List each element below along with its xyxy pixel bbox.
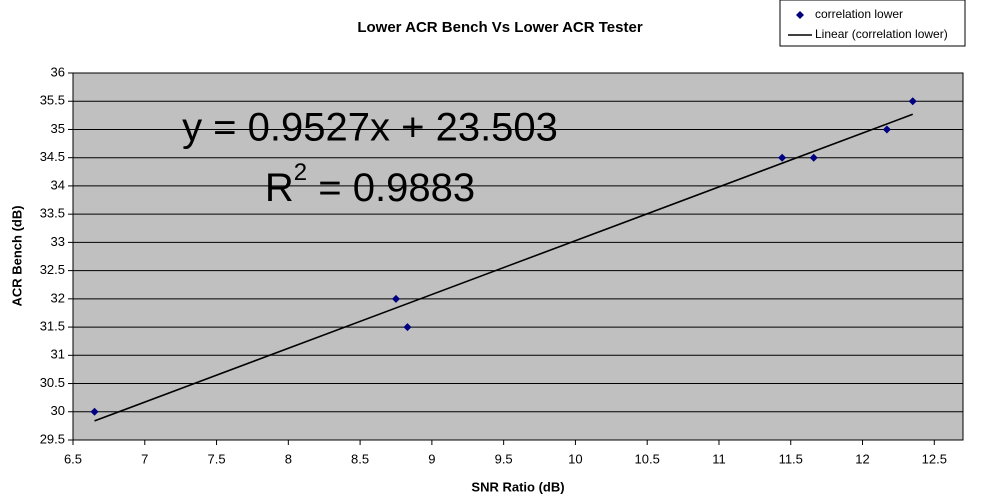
x-tick-label: 10.5 bbox=[635, 451, 660, 466]
x-tick-label: 10 bbox=[568, 451, 582, 466]
legend-marker bbox=[796, 11, 804, 19]
data-point bbox=[778, 153, 787, 162]
x-tick-label: 9.5 bbox=[495, 451, 513, 466]
r-squared-value: = 0.9883 bbox=[307, 166, 475, 210]
r-squared-power: 2 bbox=[294, 159, 307, 186]
data-point bbox=[809, 153, 818, 162]
x-tick-label: 12 bbox=[855, 451, 869, 466]
y-tick-label: 32 bbox=[51, 290, 65, 305]
y-tick-label: 34 bbox=[51, 177, 65, 192]
legend-label: Linear (correlation lower) bbox=[815, 27, 948, 41]
y-tick-label: 33.5 bbox=[40, 206, 65, 221]
r-squared-symbol: R bbox=[265, 166, 294, 210]
data-point bbox=[882, 125, 891, 134]
x-tick-label: 11.5 bbox=[779, 451, 803, 466]
legend-label: correlation lower bbox=[815, 7, 903, 21]
data-point bbox=[90, 407, 99, 416]
x-tick-label: 8.5 bbox=[351, 451, 369, 466]
y-tick-label: 34.5 bbox=[40, 149, 65, 164]
y-tick-label: 29.5 bbox=[40, 431, 65, 446]
y-tick-label: 30.5 bbox=[40, 375, 65, 390]
y-tick-label: 33 bbox=[51, 234, 65, 249]
y-tick-label: 35 bbox=[51, 121, 65, 136]
x-tick-label: 11 bbox=[712, 451, 726, 466]
data-point bbox=[391, 294, 400, 303]
y-axis-label: ACR Bench (dB) bbox=[9, 205, 24, 306]
x-tick-label: 9 bbox=[428, 451, 435, 466]
x-tick-label: 12.5 bbox=[922, 451, 947, 466]
x-tick-label: 7 bbox=[141, 451, 148, 466]
y-tick-label: 30 bbox=[51, 403, 65, 418]
y-tick-label: 31.5 bbox=[40, 319, 65, 334]
x-tick-label: 7.5 bbox=[208, 451, 226, 466]
y-tick-label: 32.5 bbox=[40, 262, 65, 277]
data-point bbox=[908, 97, 917, 106]
x-tick-label: 8 bbox=[285, 451, 292, 466]
data-point bbox=[403, 323, 412, 332]
x-tick-label: 6.5 bbox=[64, 451, 82, 466]
trendline-equation: y = 0.9527x + 23.503 bbox=[182, 106, 558, 150]
y-tick-label: 35.5 bbox=[40, 93, 65, 108]
y-tick-label: 36 bbox=[51, 64, 65, 79]
legend-box bbox=[779, 0, 966, 47]
plot-area bbox=[72, 72, 964, 441]
trendline bbox=[94, 113, 914, 422]
r-squared: R2 = 0.9883 bbox=[265, 159, 475, 209]
x-axis-label: SNR Ratio (dB) bbox=[471, 479, 564, 494]
y-tick-label: 31 bbox=[51, 347, 65, 362]
chart-title: Lower ACR Bench Vs Lower ACR Tester bbox=[357, 19, 642, 36]
